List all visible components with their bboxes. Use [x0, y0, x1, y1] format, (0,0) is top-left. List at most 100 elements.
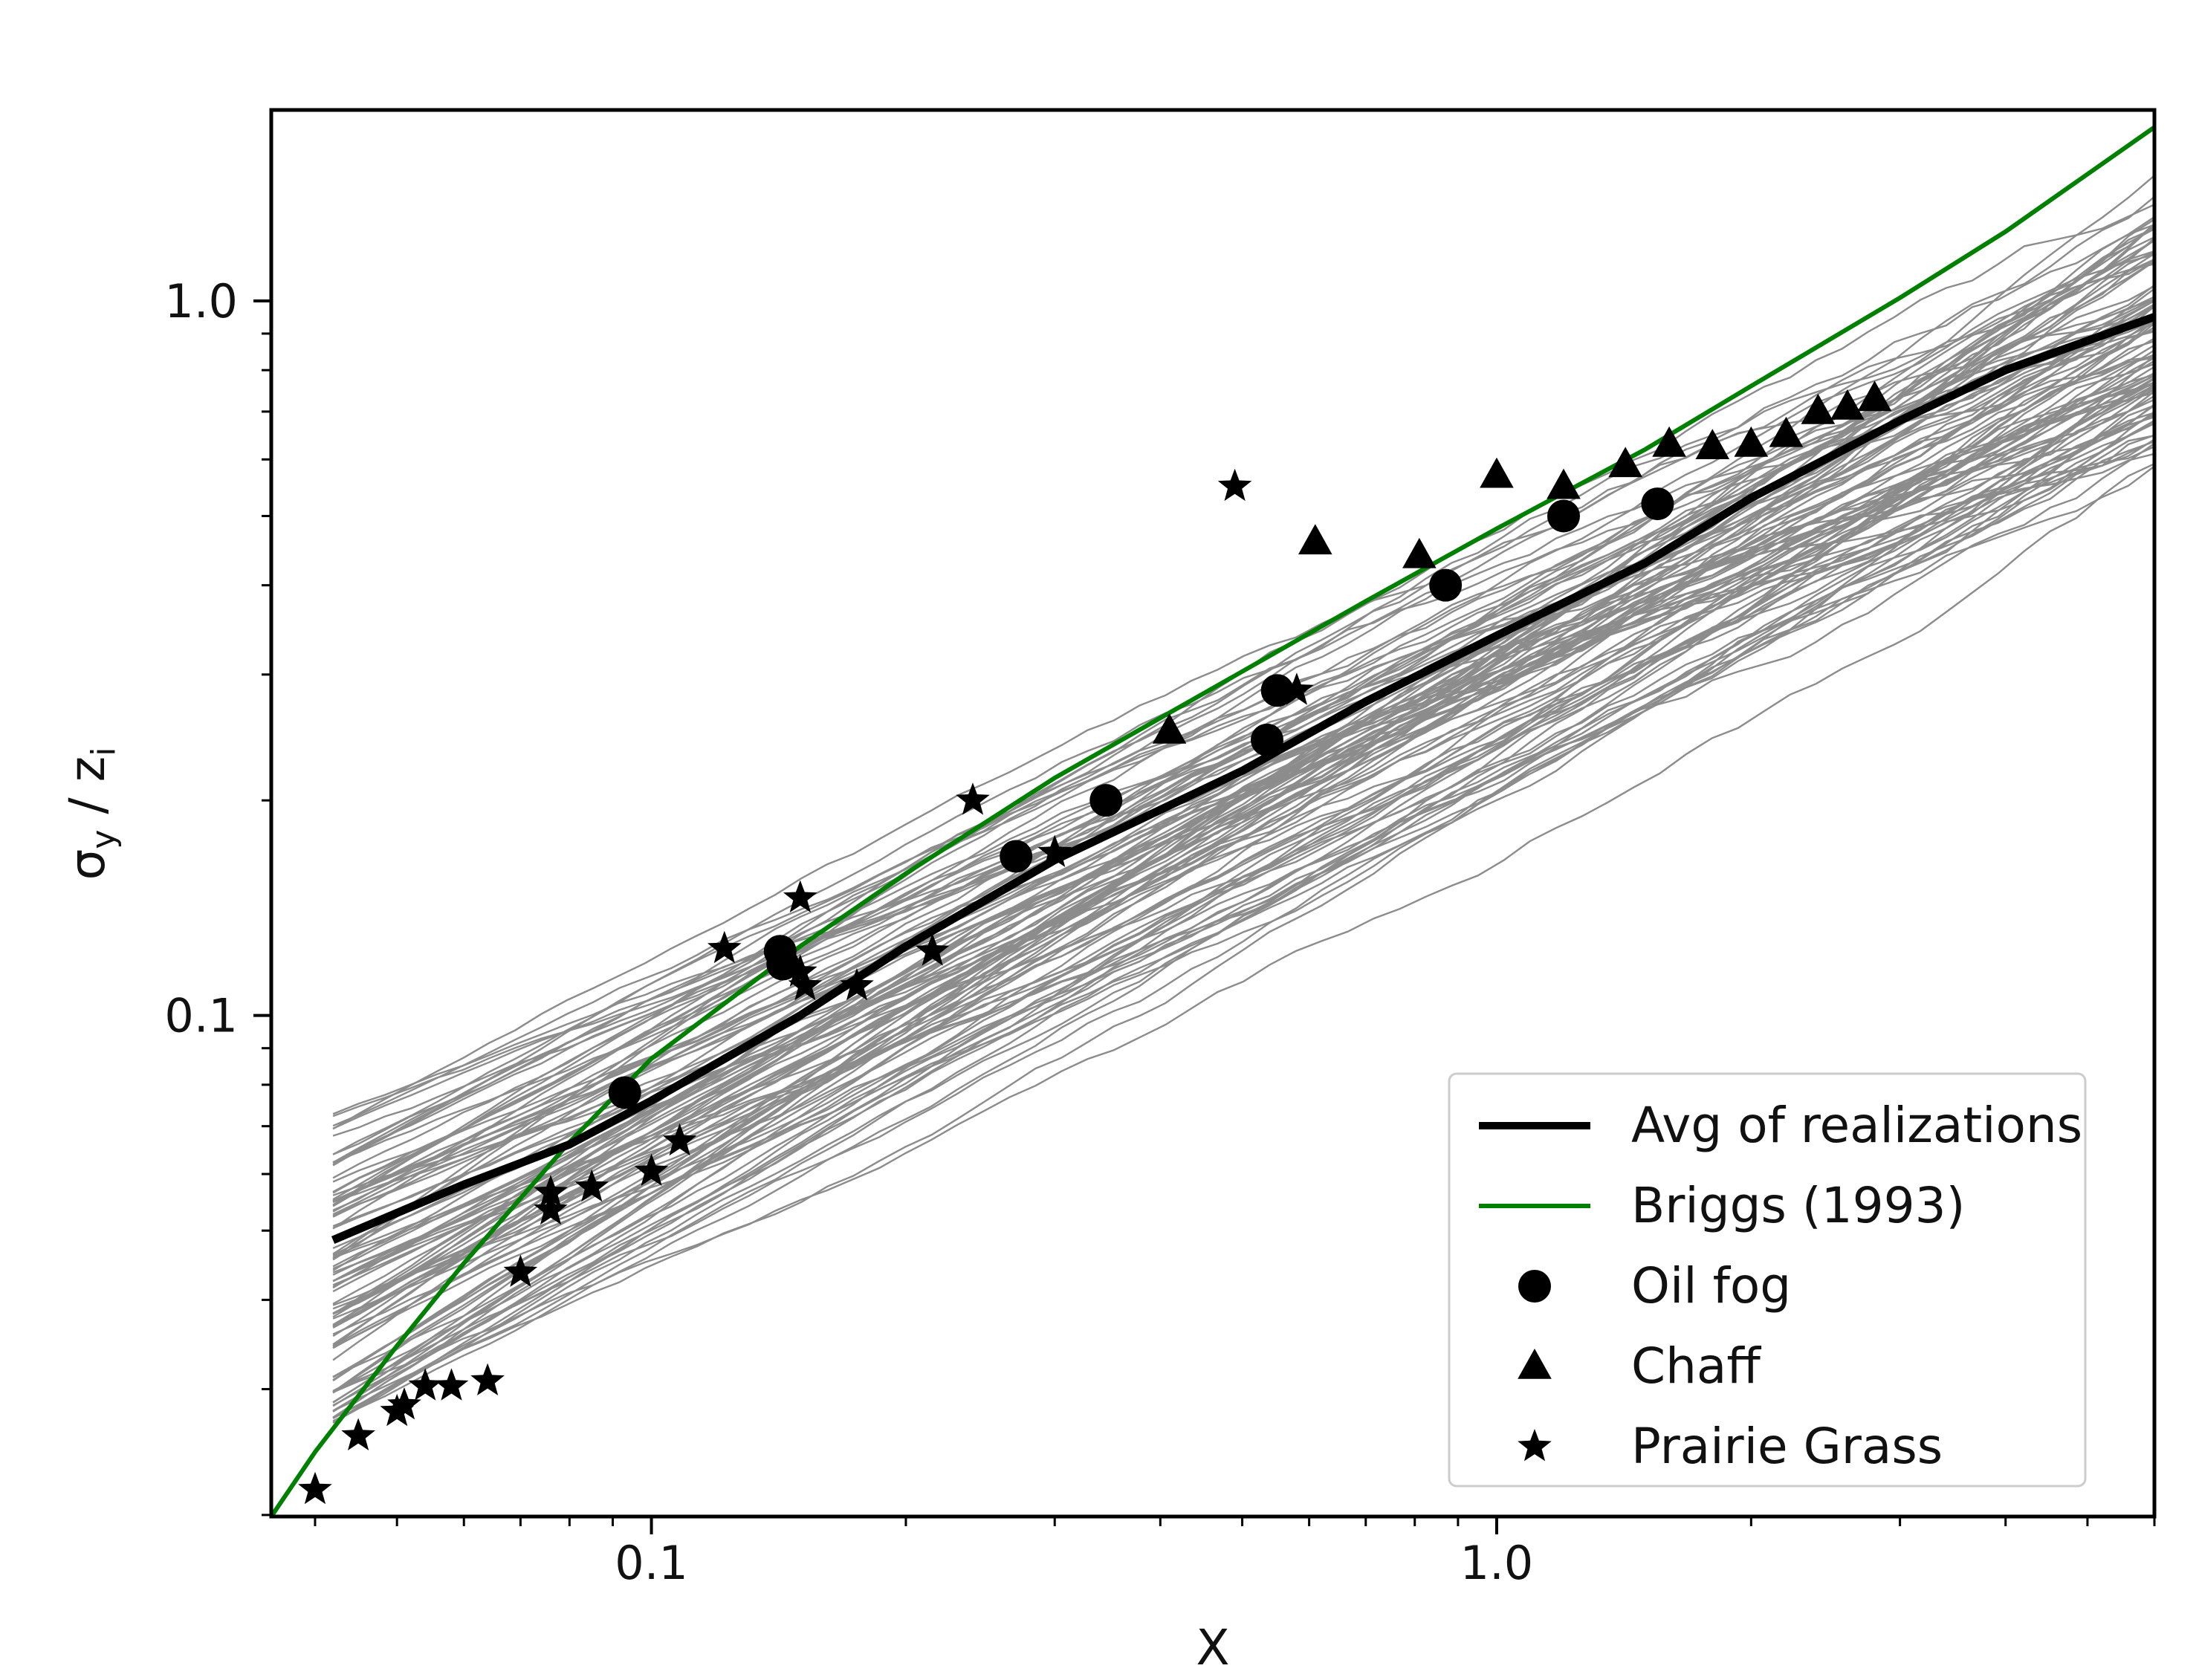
prairie-grass-point	[707, 930, 742, 964]
prairie-grass-point	[470, 1363, 505, 1395]
prairie-grass-point	[1280, 672, 1314, 705]
chaff-point	[1547, 468, 1581, 499]
chaff-point	[1801, 393, 1836, 424]
realization-line	[332, 390, 2154, 1310]
legend-item: Chaff	[1518, 1337, 1761, 1395]
realization-line	[332, 288, 2154, 1382]
realization-line	[332, 463, 2154, 1393]
legend: Avg of realizations Briggs (1993) Oil fog C…	[1448, 1072, 2087, 1488]
markers-layer	[298, 380, 1892, 1505]
x-axis-label: X	[1196, 1619, 1229, 1676]
oil-fog-point	[1250, 723, 1283, 756]
chaff-point	[1608, 447, 1642, 478]
prairie-grass-point	[783, 954, 817, 987]
realization-line	[332, 298, 2154, 1327]
chaff-point	[1830, 389, 1865, 420]
realization-line	[332, 251, 2154, 1378]
prairie-grass-point	[634, 1153, 669, 1186]
legend-label: Chaff	[1631, 1337, 1761, 1395]
realization-line	[332, 224, 2154, 1407]
legend-item: Avg of realizations	[1479, 1097, 2082, 1154]
prairie-grass-point	[662, 1123, 697, 1156]
realization-line	[332, 305, 2154, 1381]
prairie-grass-point	[534, 1192, 568, 1225]
realization-line	[332, 239, 2154, 1394]
legend-label: Briggs (1993)	[1631, 1177, 1965, 1234]
legend-swatch	[1518, 1349, 1552, 1379]
prairie-grass-point	[387, 1387, 421, 1420]
legend-item: Prairie Grass	[1518, 1418, 1943, 1475]
realization-line	[332, 356, 2154, 1167]
realization-line	[332, 381, 2154, 1347]
prairie-grass-point	[503, 1254, 538, 1287]
legend-box	[1448, 1072, 2087, 1488]
chaff-point	[1652, 426, 1686, 457]
y-tick-label: 0.1	[164, 989, 238, 1043]
prairie-grass-point	[574, 1169, 609, 1202]
chaff-point	[1734, 426, 1769, 457]
realization-line	[332, 411, 2154, 1349]
y-axis-label: σy / zi	[59, 747, 123, 880]
prairie-grass-point	[408, 1368, 442, 1401]
prairie-grass-point	[434, 1368, 469, 1401]
oil-fog-point	[608, 1076, 641, 1109]
prairie-grass-point	[915, 933, 950, 966]
chaff-point	[1298, 524, 1332, 555]
oil-fog-point	[1000, 840, 1033, 873]
chaff-point	[1480, 457, 1514, 488]
x-tick-label: 0.1	[615, 1536, 688, 1590]
realization-line	[332, 416, 2154, 1164]
x-tick-label: 1.0	[1460, 1536, 1534, 1590]
prairie-grass-point	[840, 967, 874, 1001]
realization-line	[332, 223, 2154, 1213]
realization-line	[332, 330, 2154, 1129]
prairie-grass-point	[956, 782, 990, 815]
ticks-layer: 0.1 1.0 0.1 1.0	[164, 274, 2156, 1590]
oil-fog-point	[1260, 674, 1294, 707]
prairie-grass-point	[783, 880, 817, 912]
prairie-grass-point	[1037, 834, 1072, 867]
realization-line	[332, 445, 2154, 1288]
realization-line	[332, 318, 2154, 1419]
chaff-point	[1857, 380, 1892, 412]
oil-fog-point	[1429, 568, 1463, 602]
realization-line	[332, 224, 2154, 1201]
legend-item: Briggs (1993)	[1479, 1177, 1965, 1234]
realization-line	[332, 439, 2154, 1155]
realization-line	[332, 438, 2154, 1115]
realization-line	[332, 305, 2154, 1268]
realization-line	[332, 403, 2154, 1320]
prairie-grass-point	[298, 1471, 332, 1505]
realization-line	[332, 435, 2154, 1250]
realization-line	[332, 442, 2154, 1257]
prairie-grass-point	[534, 1175, 568, 1207]
plot-frame	[269, 108, 2157, 1519]
realization-line	[332, 434, 2154, 1259]
legend-label: Prairie Grass	[1631, 1418, 1943, 1475]
briggs-line	[271, 125, 2154, 1517]
legend-swatch	[1518, 1429, 1552, 1462]
realization-line	[332, 258, 2154, 1261]
chaff-point	[1402, 537, 1437, 568]
lines-layer	[271, 125, 2154, 1517]
avg-line	[331, 313, 2154, 1244]
realization-line	[332, 422, 2154, 1393]
legend-item: Oil fog	[1518, 1257, 1791, 1314]
oil-fog-point	[1547, 499, 1581, 533]
oil-fog-point	[1641, 487, 1674, 521]
y-tick-label: 1.0	[164, 274, 238, 328]
oil-fog-point	[1089, 784, 1123, 817]
realization-line	[332, 237, 2154, 1419]
prairie-grass-point	[341, 1418, 375, 1450]
chaff-point	[1695, 429, 1730, 460]
legend-swatch	[1518, 1270, 1551, 1303]
realizations-layer	[332, 175, 2154, 1424]
chaff-point	[1769, 416, 1804, 447]
legend-label: Avg of realizations	[1631, 1097, 2082, 1154]
prairie-grass-point	[1217, 468, 1252, 502]
realization-line	[332, 387, 2154, 1202]
realization-line	[332, 354, 2154, 1413]
chaff-point	[1152, 713, 1187, 744]
realization-line	[332, 322, 2154, 1361]
